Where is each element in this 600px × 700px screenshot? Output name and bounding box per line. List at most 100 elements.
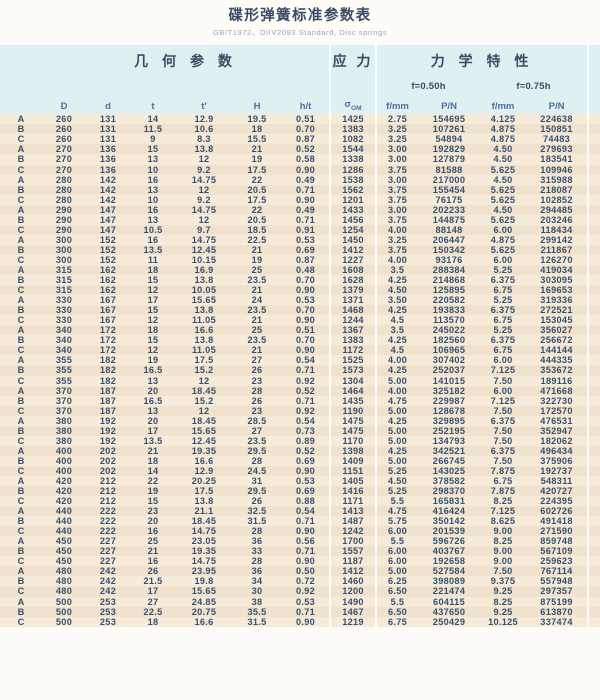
header-group-mechanical: 力 学 特 性 — [375, 45, 589, 78]
cell-weight: 3.304 — [587, 194, 600, 205]
cell-P75: 224395 — [526, 496, 589, 507]
cell-P50: 325182 — [418, 385, 481, 396]
cell-weight: 25.373 — [587, 566, 600, 577]
cell-f75: 7.125 — [480, 506, 527, 517]
table-row: C 450 227 16 14.75 28 0.90 1187 6.00 192658 9.00 25… — [0, 556, 600, 567]
cell-sigma_om: 1304 — [329, 375, 377, 386]
cell-t_prime: 9.2 — [176, 194, 232, 205]
cell-H: 35.5 — [232, 606, 282, 617]
table-row: C 270 136 10 9.2 17.5 0.90 1286 3.75 81588 5.625 10… — [0, 164, 600, 175]
cell-P50: 307402 — [418, 355, 481, 366]
cell-t_prime: 12.9 — [176, 114, 232, 125]
cell-f75: 6.75 — [480, 315, 527, 326]
cell-weight: 3.296 — [587, 124, 600, 135]
cell-P75: 557948 — [526, 576, 589, 587]
table-row: A 340 172 18 16.6 25 0.51 1367 3.5 245022 5.25 3560… — [0, 325, 600, 336]
cell-series: B — [0, 275, 42, 286]
cell-H: 28 — [232, 385, 282, 396]
cell-D: 370 — [42, 385, 86, 396]
cell-t: 13 — [130, 154, 176, 165]
cell-d: 147 — [86, 204, 130, 215]
cell-t: 10 — [130, 164, 176, 175]
cell-d: 192 — [86, 415, 130, 426]
cell-P50: 155454 — [418, 184, 481, 195]
cell-f50: 4.25 — [375, 415, 419, 426]
cell-weight: 10.376 — [587, 425, 600, 436]
cell-P75: 224638 — [526, 114, 589, 125]
cell-t: 16 — [130, 556, 176, 567]
cell-series: C — [0, 556, 42, 567]
table-row: C 330 167 12 11.05 21 0.90 1244 4.5 113570 6.75 153… — [0, 315, 600, 326]
cell-d: 187 — [86, 395, 130, 406]
cell-f75: 4.50 — [480, 154, 527, 165]
header-group-weight: 重 量 — [587, 45, 600, 96]
cell-D: 270 — [42, 164, 86, 175]
header-weight-line1: 重 — [590, 55, 600, 70]
cell-d: 142 — [86, 184, 130, 195]
cell-f75: 4.50 — [480, 174, 527, 185]
cell-weight: 6.893 — [587, 305, 600, 316]
cell-weight: 10.568 — [587, 355, 600, 366]
cell-h_over_t: 0.90 — [282, 616, 331, 627]
cell-sigma_om: 1254 — [329, 224, 377, 235]
cell-P75: 211867 — [526, 244, 589, 255]
cell-h_over_t: 0.90 — [282, 556, 331, 567]
cell-weight: 11.595 — [587, 385, 600, 396]
cell-h_over_t: 0.71 — [282, 214, 331, 225]
cell-h_over_t: 0.69 — [282, 244, 331, 255]
cell-P50: 125895 — [418, 285, 481, 296]
cell-P75: 259623 — [526, 556, 589, 567]
cell-series: C — [0, 375, 42, 386]
cell-t: 16 — [130, 174, 176, 185]
cell-H: 32.5 — [232, 506, 282, 517]
cell-H: 19 — [232, 254, 282, 265]
cell-d: 222 — [86, 526, 130, 537]
cell-f75: 7.125 — [480, 395, 527, 406]
page-title: 碟形弹簧标准参数表 — [228, 8, 372, 24]
cell-t: 14 — [130, 114, 176, 125]
cell-series: B — [0, 214, 42, 225]
cell-H: 21 — [232, 144, 282, 155]
cell-t: 25 — [130, 536, 176, 547]
cell-d: 182 — [86, 355, 130, 366]
cell-P75: 169653 — [526, 285, 589, 296]
cell-d: 187 — [86, 405, 130, 416]
cell-P50: 182560 — [418, 335, 481, 346]
cell-h_over_t: 0.73 — [282, 425, 331, 436]
cell-h_over_t: 0.53 — [282, 475, 331, 487]
cell-d: 192 — [86, 435, 130, 446]
cell-sigma_om: 1544 — [329, 144, 377, 155]
cell-series: B — [0, 546, 42, 557]
cell-h_over_t: 0.53 — [282, 295, 331, 306]
table-row: C 420 212 15 13.8 26 0.88 1171 5.5 165831 8.25 2243… — [0, 496, 600, 507]
cell-sigma_om: 1412 — [329, 244, 377, 255]
cell-f75: 6.375 — [480, 275, 527, 286]
cell-weight: 2.581 — [587, 134, 600, 145]
cell-D: 380 — [42, 425, 86, 436]
cell-h_over_t: 0.90 — [282, 465, 331, 476]
cell-f75: 7.50 — [480, 425, 527, 436]
cell-f75: 9.25 — [480, 586, 527, 597]
cell-P75: 271590 — [526, 526, 589, 537]
cell-t_prime: 10.05 — [176, 285, 232, 296]
table-row: B 400 202 18 16.6 28 0.69 1409 5.00 266745 7.50 375… — [0, 455, 600, 466]
cell-D: 300 — [42, 254, 86, 265]
table-row: B 290 147 13 12 20.5 0.71 1456 3.75 144875 5.625 20… — [0, 214, 600, 225]
cell-P75: 496434 — [526, 445, 589, 456]
cell-t: 12 — [130, 345, 176, 356]
cell-t: 13 — [130, 184, 176, 195]
cell-P50: 403767 — [418, 546, 481, 557]
cell-series: B — [0, 516, 42, 527]
cell-sigma_om: 1286 — [329, 164, 377, 175]
cell-series: A — [0, 234, 42, 245]
cell-P50: 206447 — [418, 234, 481, 245]
cell-t: 16 — [130, 526, 176, 537]
cell-P75: 767114 — [526, 566, 589, 577]
cell-d: 172 — [86, 345, 130, 356]
cell-series: A — [0, 445, 42, 456]
cell-series: A — [0, 355, 42, 366]
cell-D: 340 — [42, 345, 86, 356]
cell-H: 22.5 — [232, 234, 282, 245]
cell-weight: 4.309 — [587, 184, 600, 195]
